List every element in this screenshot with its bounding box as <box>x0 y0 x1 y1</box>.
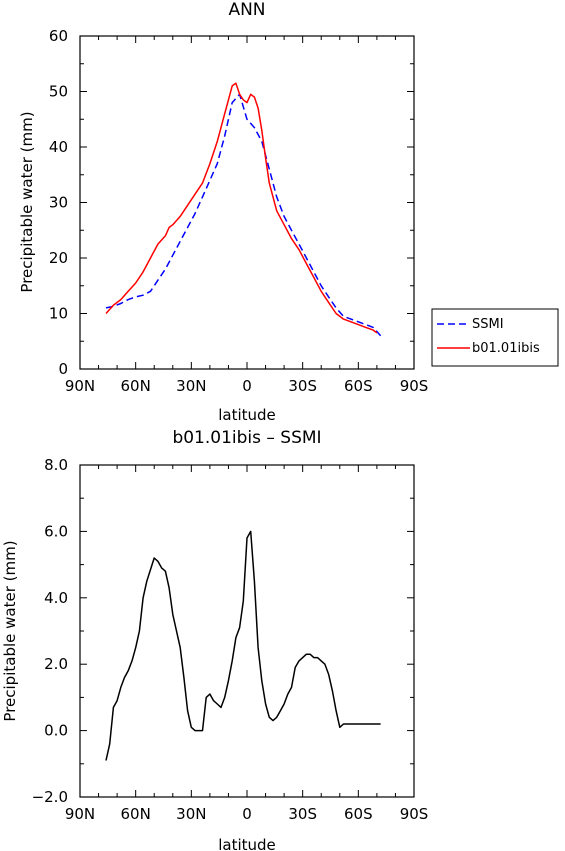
bottom-ytick-label: 2.0 <box>44 655 68 673</box>
bottom-chart-frame <box>79 464 415 798</box>
legend-model-label: b01.01ibis <box>472 341 540 356</box>
bottom-ytick-label: 0.0 <box>44 722 68 740</box>
top-xtick-label: 30N <box>176 377 206 395</box>
bottom-xtick-label: 60N <box>121 805 151 823</box>
top-ytick-label: 60 <box>49 27 68 45</box>
legend-box <box>431 308 559 367</box>
legend-ssmi-label: SSMI <box>472 317 504 332</box>
bottom-ytick-label: 4.0 <box>44 589 68 607</box>
top-ytick-label: 20 <box>49 249 68 267</box>
top-xtick-label: 90S <box>400 377 429 395</box>
bottom-ytick-label: −2.0 <box>32 788 68 806</box>
top-chart-xlabel: latitude <box>218 406 276 424</box>
top-ytick-label: 40 <box>49 138 68 156</box>
top-chart-ylabel: Precipitable water (mm) <box>18 111 36 292</box>
bottom-chart-ticks: 90N 60N 30N 0 30S 60S 90S −2.0 0.0 2.0 4.0 6.0 8.0 <box>32 456 429 823</box>
top-xtick-label: 90N <box>65 377 95 395</box>
top-chart-ticks: 90N 60N 30N 0 30S 60S 90S 0 10 20 30 40 50 60 <box>49 27 428 395</box>
bottom-xtick-label: 90N <box>65 805 95 823</box>
bottom-xtick-label: 30S <box>288 805 317 823</box>
bottom-xtick-label: 60S <box>344 805 373 823</box>
top-ytick-label: 50 <box>49 83 68 101</box>
top-series-line-2 <box>105 82 378 334</box>
bottom-xtick-label: 30N <box>176 805 206 823</box>
bottom-chart-series <box>105 530 381 761</box>
top-chart-series <box>105 82 382 337</box>
bottom-chart-xlabel: latitude <box>218 836 276 851</box>
bottom-ytick-label: 8.0 <box>44 456 68 474</box>
top-xtick-label: 60N <box>121 377 151 395</box>
top-chart-title: ANN <box>228 0 265 20</box>
top-chart-panel: ANN 90N 60N 30N 0 30S 60S 90S 0 10 20 30 40 50 60 lat… <box>18 0 559 424</box>
bottom-chart-panel: b01.01ibis – SSMI 90N 60N 30N 0 30S 60S 90S −2.… <box>1 428 428 851</box>
top-chart-frame <box>79 35 415 370</box>
bottom-xtick-label: 90S <box>400 805 429 823</box>
top-xtick-label: 30S <box>288 377 317 395</box>
bottom-chart-title: b01.01ibis – SSMI <box>172 428 321 448</box>
top-xtick-label: 0 <box>242 377 252 395</box>
top-xtick-label: 60S <box>344 377 373 395</box>
top-chart-legend: SSMI b01.01ibis <box>431 308 559 367</box>
top-ytick-label: 0 <box>58 360 68 378</box>
top-series-line-1 <box>105 93 382 337</box>
bottom-xtick-label: 0 <box>242 805 252 823</box>
top-ytick-label: 10 <box>49 305 68 323</box>
bottom-chart-ylabel: Precipitable water (mm) <box>1 540 19 721</box>
top-ytick-label: 30 <box>49 194 68 212</box>
bottom-series-line-1 <box>105 530 381 761</box>
bottom-ytick-label: 6.0 <box>44 522 68 540</box>
